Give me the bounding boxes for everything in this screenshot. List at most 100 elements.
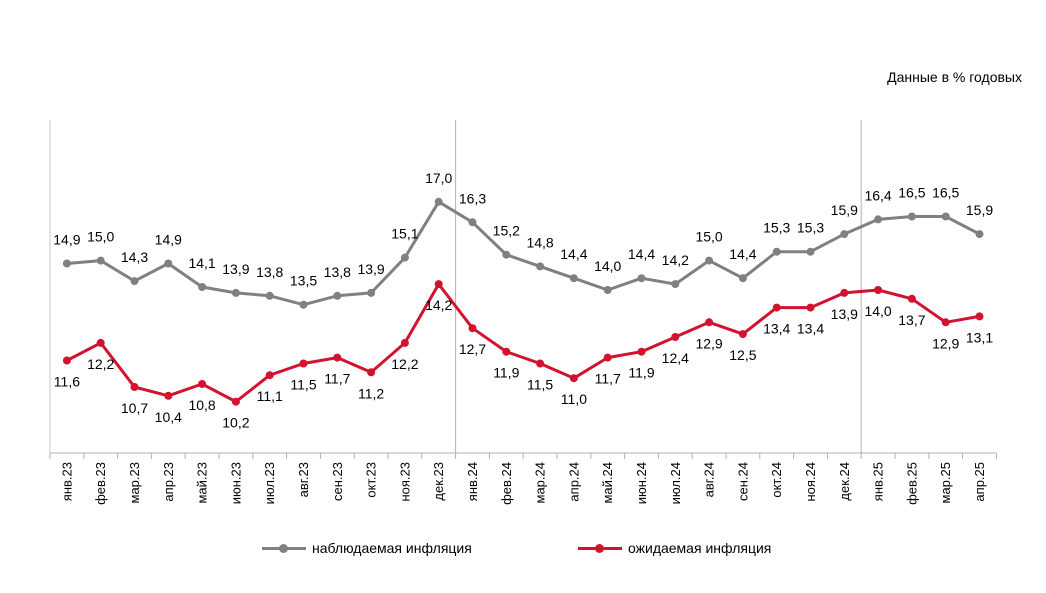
expected-data-label: 13,4 <box>763 321 790 337</box>
observed-data-label: 14,8 <box>526 234 553 250</box>
observed-data-label: 13,5 <box>290 273 317 289</box>
observed-data-label: 14,0 <box>594 258 621 274</box>
expected-point <box>738 330 747 339</box>
x-tick-label: авг.24 <box>702 462 717 497</box>
observed-point <box>772 247 781 256</box>
observed-data-label: 14,4 <box>628 246 655 262</box>
observed-point <box>400 253 409 262</box>
observed-point <box>975 230 984 239</box>
expected-data-label: 11,9 <box>628 365 654 381</box>
expected-data-label: 11,1 <box>257 388 283 404</box>
observed-data-label: 15,9 <box>966 202 993 218</box>
legend-label-expected: ожидаемая инфляция <box>628 540 772 556</box>
expected-data-label: 11,5 <box>527 377 553 393</box>
x-tick-label: июн.24 <box>634 462 649 504</box>
expected-point <box>772 303 781 312</box>
x-tick-label: ноя.24 <box>803 462 818 502</box>
observed-data-label: 15,2 <box>493 223 520 239</box>
expected-data-label: 12,7 <box>459 341 486 357</box>
expected-point <box>536 359 545 368</box>
observed-point <box>502 250 511 259</box>
observed-point <box>231 288 240 297</box>
observed-point <box>536 262 545 271</box>
observed-point <box>637 274 646 283</box>
expected-data-label: 11,9 <box>493 365 519 381</box>
observed-data-label: 16,4 <box>864 187 891 203</box>
observed-point <box>907 212 916 221</box>
expected-point <box>874 286 883 294</box>
observed-data-label: 15,3 <box>797 220 824 236</box>
expected-point <box>603 353 612 362</box>
expected-point <box>62 356 71 365</box>
x-tick-label: май.24 <box>600 462 615 504</box>
observed-point <box>569 274 578 283</box>
expected-data-label: 12,9 <box>695 335 722 351</box>
observed-point <box>874 215 883 224</box>
expected-point <box>569 374 578 383</box>
x-tick-label: сен.23 <box>330 462 345 501</box>
x-tick-label: дек.23 <box>431 462 446 501</box>
expected-series-line <box>66 282 980 404</box>
expected-data-label: 12,9 <box>932 335 959 351</box>
observed-data-label: 14,9 <box>155 232 182 248</box>
units-note: Данные в % годовых <box>887 69 1022 85</box>
x-tick-label: фев.25 <box>904 462 919 505</box>
observed-point <box>840 230 849 239</box>
observed-data-label: 15,3 <box>763 220 790 236</box>
expected-point <box>671 333 680 341</box>
observed-data-label: 13,8 <box>324 264 351 280</box>
inflation-chart: янв.23 фев.23 мар.23 апр.23 май.23 июн.23 июл.… <box>49 120 997 505</box>
observed-point <box>299 300 308 309</box>
observed-point <box>705 256 714 265</box>
expected-data-label: 13,1 <box>966 329 993 345</box>
expected-point <box>806 303 815 312</box>
legend-label-observed: наблюдаемая инфляция <box>312 540 472 556</box>
expected-data-label: 11,2 <box>358 385 384 401</box>
expected-point <box>231 397 240 406</box>
expected-point <box>367 368 376 377</box>
observed-data-label: 15,0 <box>695 229 722 245</box>
x-tick-label: мар.24 <box>533 462 548 503</box>
x-tick-label: апр.25 <box>972 462 987 502</box>
observed-point <box>164 259 173 268</box>
expected-point <box>333 353 342 362</box>
observed-series-line <box>66 200 981 307</box>
x-tick-label: фев.24 <box>499 462 514 505</box>
expected-data-label: 10,4 <box>155 409 182 425</box>
expected-point <box>400 338 409 347</box>
observed-point <box>738 274 747 283</box>
observed-point <box>333 291 342 300</box>
expected-data-label: 11,6 <box>54 374 80 390</box>
observed-point <box>96 256 105 265</box>
x-tick-label: янв.25 <box>871 462 886 501</box>
expected-point <box>96 338 105 347</box>
expected-data-label: 12,2 <box>391 356 418 372</box>
expected-data-label: 13,4 <box>797 321 824 337</box>
expected-data-label: 11,5 <box>290 377 316 393</box>
x-tick-label: июл.24 <box>668 462 683 504</box>
x-tick-label: июн.23 <box>228 462 243 504</box>
x-tick-label: авг.23 <box>296 462 311 497</box>
x-tick-label: апр.23 <box>161 462 176 502</box>
expected-data-label: 11,0 <box>561 391 587 407</box>
expected-point <box>502 347 511 356</box>
legend-key-expected <box>578 541 622 555</box>
observed-data-label: 13,8 <box>256 264 283 280</box>
observed-data-label: 17,0 <box>425 170 452 186</box>
observed-data-label: 14,9 <box>53 232 80 248</box>
expected-data-label: 12,4 <box>662 350 689 366</box>
observed-point <box>265 291 274 300</box>
expected-data-label: 11,7 <box>595 371 621 387</box>
expected-point <box>637 347 646 356</box>
expected-point <box>130 383 139 391</box>
observed-data-label: 13,9 <box>357 261 384 277</box>
legend-item-observed: наблюдаемая инфляция <box>262 540 472 556</box>
expected-point <box>468 324 477 333</box>
x-tick-label: окт.23 <box>364 462 379 498</box>
observed-point <box>367 288 376 297</box>
observed-data-label: 14,4 <box>560 246 587 262</box>
expected-data-label: 10,8 <box>188 397 215 413</box>
observed-data-label: 15,1 <box>391 226 418 242</box>
observed-point <box>468 218 477 227</box>
observed-point <box>671 280 680 289</box>
